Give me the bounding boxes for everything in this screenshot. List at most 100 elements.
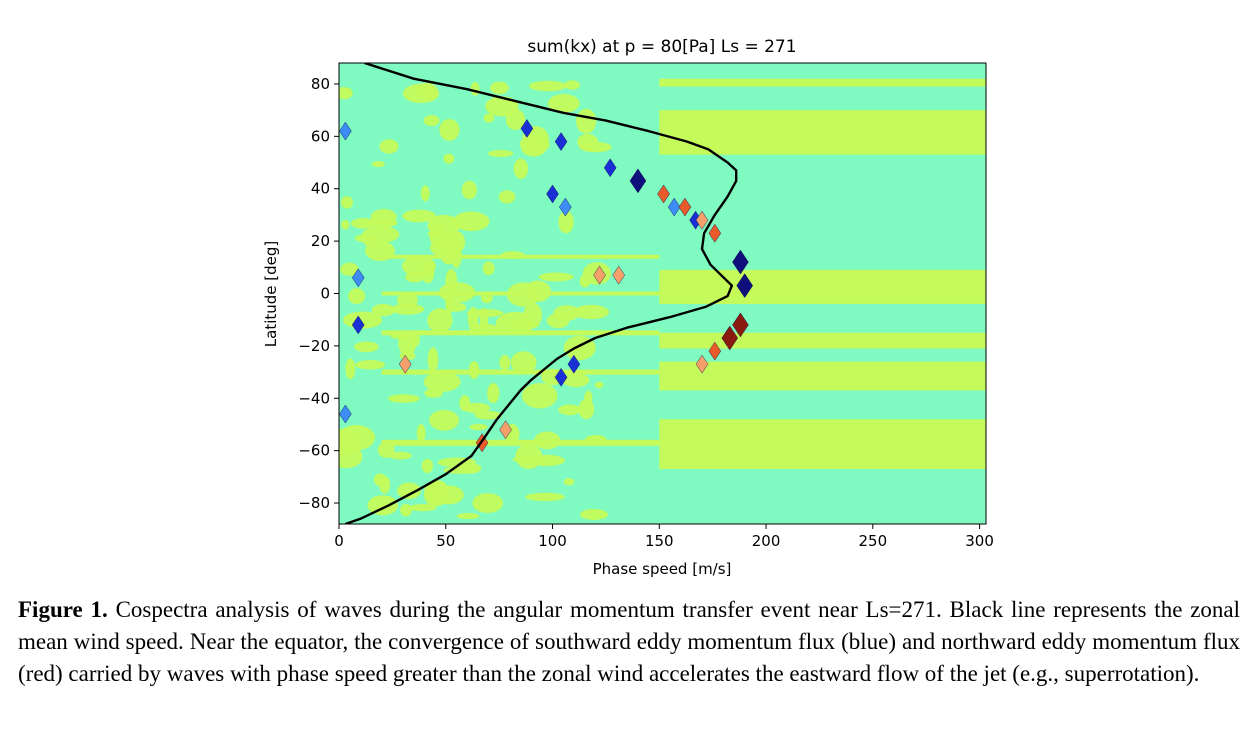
southward-flux-blob xyxy=(554,132,568,151)
zonal-wind-line xyxy=(345,63,738,524)
contour-patch xyxy=(562,373,590,388)
contour-patch xyxy=(463,402,491,414)
contour-patch xyxy=(844,274,859,297)
contour-patch xyxy=(446,302,467,312)
contour-patch xyxy=(538,272,574,282)
contour-band xyxy=(659,332,986,349)
southward-flux-blob xyxy=(339,121,352,141)
northward-flux-blob xyxy=(721,325,739,351)
contour-patch xyxy=(558,404,582,416)
contour-patch xyxy=(379,475,391,494)
contour-patch xyxy=(420,185,430,202)
contour-patch xyxy=(505,109,526,130)
contour-patch xyxy=(580,508,608,520)
southward-flux-blob xyxy=(736,273,753,299)
contour-patch xyxy=(521,383,558,409)
x-tick-label: 250 xyxy=(859,532,888,550)
x-tick-label: 150 xyxy=(645,532,674,550)
y-tick-label: 0 xyxy=(320,285,330,303)
contour-patch xyxy=(510,351,537,374)
contour-streak xyxy=(381,291,660,296)
contour-patch xyxy=(371,304,396,317)
x-axis-label: Phase speed [m/s] xyxy=(593,560,732,578)
contour-patch xyxy=(513,158,529,180)
y-tick-label: −60 xyxy=(298,442,330,460)
contour-patch xyxy=(443,153,455,164)
contour-streak xyxy=(381,369,660,375)
contour-patch xyxy=(576,108,597,134)
northward-flux-blob xyxy=(708,341,722,361)
contour-patch xyxy=(421,458,433,474)
contour-patch xyxy=(482,261,495,276)
contour-patch xyxy=(461,180,478,200)
contour-patch xyxy=(759,274,774,297)
northward-flux-blob xyxy=(695,210,709,230)
contour-patch xyxy=(354,341,379,353)
contour-patch xyxy=(367,495,399,516)
contour-patch xyxy=(348,288,366,305)
x-axis: 0 50 100 150 200 250 300 xyxy=(334,524,994,550)
contour-band xyxy=(659,361,986,391)
contour-band xyxy=(659,419,986,469)
northward-flux-blob xyxy=(695,354,709,374)
y-tick-label: −20 xyxy=(298,337,330,355)
contour-patch xyxy=(572,304,610,320)
contour-patch xyxy=(490,81,509,95)
contour-patch xyxy=(388,394,420,403)
contour-patch xyxy=(547,94,580,113)
contour-patch xyxy=(470,82,480,96)
contour-patch xyxy=(474,411,502,420)
contour-patch xyxy=(525,492,565,502)
y-tick-label: −40 xyxy=(298,389,330,407)
contour-patch xyxy=(479,307,489,330)
contour-patch xyxy=(398,331,417,356)
contour-patch xyxy=(499,355,511,370)
contour-band xyxy=(659,110,986,155)
plot-area xyxy=(338,62,987,525)
y-tick-label: −80 xyxy=(298,494,330,512)
contour-patch xyxy=(553,311,576,320)
contour-patch xyxy=(870,274,885,297)
chart-title: sum(kx) at p = 80[Pa] Ls = 271 xyxy=(527,37,796,57)
y-axis: −80 −60 −40 −20 0 20 40 60 80 xyxy=(298,75,339,512)
northward-flux-blob xyxy=(398,354,412,374)
contour-patch xyxy=(515,443,543,470)
contour-patch xyxy=(791,274,806,297)
contour-patch xyxy=(443,466,476,474)
southward-flux-blob xyxy=(554,367,568,387)
southward-flux-blob xyxy=(351,268,365,288)
contour-patch xyxy=(402,83,440,104)
contour-patch xyxy=(818,274,833,297)
contour-patch xyxy=(377,442,395,458)
contour-patch xyxy=(452,211,490,232)
southward-flux-blob xyxy=(567,354,581,374)
contour-patch xyxy=(400,503,413,517)
y-tick-label: 80 xyxy=(311,75,330,93)
contour-patch xyxy=(389,451,412,460)
southward-flux-blob xyxy=(603,158,617,178)
contour-patch xyxy=(340,262,359,276)
contour-patch xyxy=(339,444,363,469)
contour-patch xyxy=(367,218,398,228)
southward-flux-blob xyxy=(351,315,365,335)
northward-flux-blob xyxy=(708,223,722,243)
southward-flux-blob xyxy=(546,184,559,204)
contour-patch xyxy=(456,513,480,520)
contour-patch xyxy=(355,359,386,370)
contour-patch xyxy=(594,381,604,389)
x-tick-label: 50 xyxy=(436,532,455,550)
contour-patch xyxy=(345,358,356,380)
contour-patch xyxy=(423,480,443,507)
contour-patch xyxy=(371,161,385,168)
contour-patch xyxy=(487,382,500,404)
contour-streak xyxy=(381,254,660,259)
contour-streak xyxy=(381,330,660,336)
northward-flux-blob xyxy=(678,197,692,217)
contour-patch xyxy=(498,190,516,204)
contour-patch xyxy=(563,478,575,486)
contour-patch xyxy=(427,230,463,238)
northward-flux-blob xyxy=(612,265,625,285)
contour-patch xyxy=(416,424,426,443)
x-tick-label: 0 xyxy=(334,532,344,550)
southward-flux-blob xyxy=(629,168,647,194)
